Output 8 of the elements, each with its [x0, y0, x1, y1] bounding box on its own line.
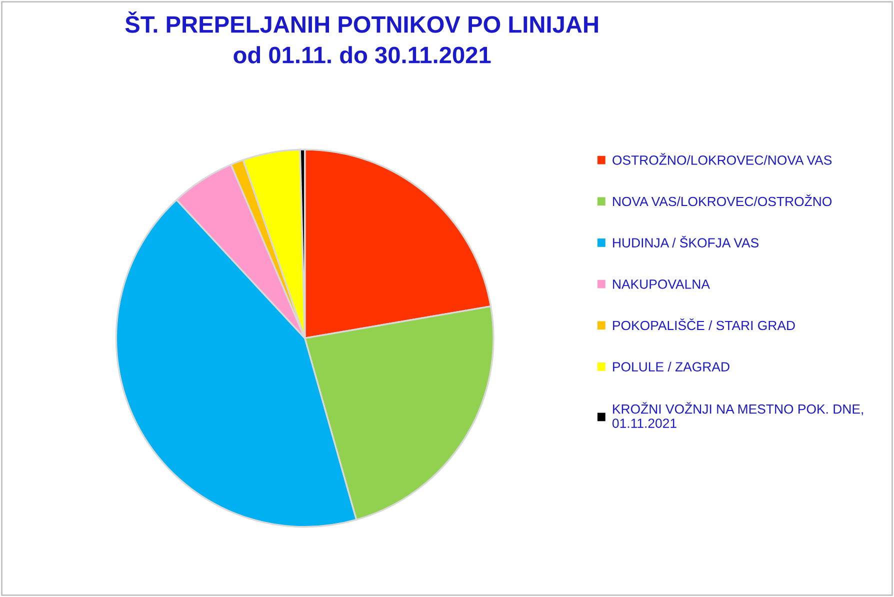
- legend-label: HUDINJA / ŠKOFJA VAS: [613, 236, 758, 248]
- legend-label: NAKUPOVALNA: [613, 279, 710, 289]
- legend-label: KROŽNI VOŽNJI NA MESTNO POK. DNE, 01.11.2021: [612, 402, 863, 428]
- legend-label: POKOPALIŠČE / STARI GRAD: [613, 318, 795, 330]
- legend-label: NOVA VAS/LOKROVEC/OSTROŽNO: [613, 194, 832, 206]
- chart-title: ŠT. PREPELJANIH POTNIKOV PO LINIJAH od 01.11. do 30.11.2021: [125, 11, 598, 64]
- legend-label: POLULE / ZAGRAD: [613, 362, 730, 372]
- legend-label: OSTROŽNO/LOKROVEC/NOVA VAS: [612, 153, 832, 165]
